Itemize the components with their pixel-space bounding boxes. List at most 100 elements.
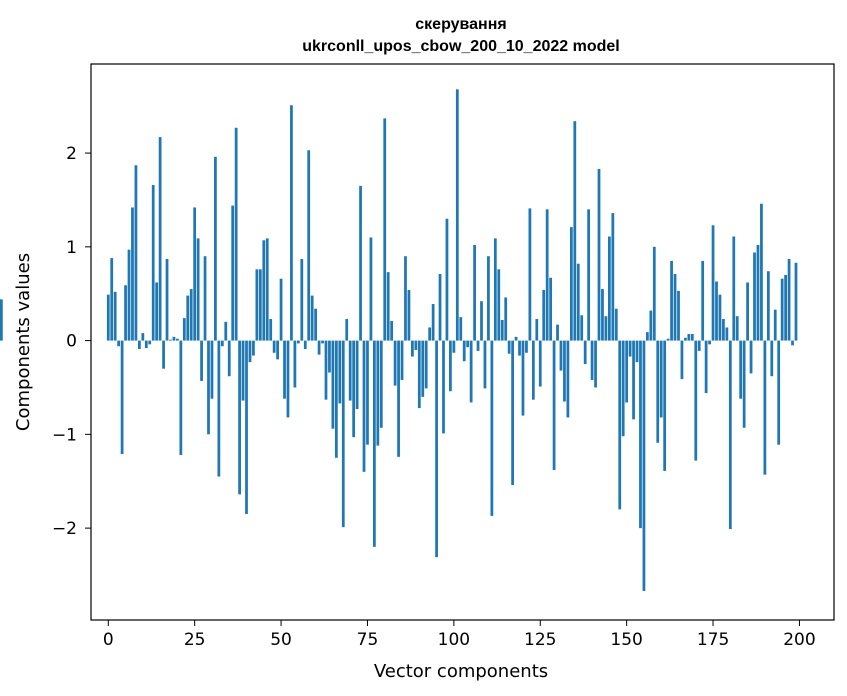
bar-130 [556,324,559,341]
bar-57 [303,340,307,350]
bar-50 [279,278,283,341]
y-axis-label: Components values [13,253,34,431]
bar-182 [735,316,739,341]
bar-26 [196,238,200,341]
bar-197 [787,259,791,341]
y-tick-label-2: 2 [66,144,77,164]
bar-28 [203,256,207,341]
bar-183 [739,340,743,399]
bar-82 [390,320,394,341]
bar-127 [545,209,549,341]
bar-0 [106,294,110,341]
bar-12 [148,340,152,345]
bar-142 [597,169,601,341]
bar-100 [452,340,456,353]
bar-180 [728,340,732,530]
bar-152 [632,340,635,420]
bar-103 [462,340,466,362]
bar-14 [155,282,159,341]
bar-165 [677,290,680,341]
bar-27 [200,340,203,381]
bar-126 [542,289,546,341]
x-tick-label-200: 200 [783,630,815,650]
bar-56 [300,259,304,341]
bar-72 [355,340,359,410]
bar-116 [507,340,511,354]
bar-136 [576,263,580,341]
bar-163 [670,260,673,341]
bar-40 [245,340,248,515]
bar-154 [639,340,642,529]
bar-105 [469,340,473,403]
bar-134 [569,227,573,341]
bar-109 [483,340,487,389]
bar-184 [742,340,746,428]
bar-61 [317,340,321,355]
bar-108 [480,301,483,341]
bar-59 [310,295,314,341]
bar-170 [694,340,698,461]
bar-124 [535,319,539,341]
bar-110 [487,256,490,341]
bar-13 [151,184,155,341]
bar-169 [690,334,694,341]
bar-42 [252,340,255,356]
bar-132 [563,340,566,402]
bar-133 [566,340,570,418]
bar-4 [120,340,124,455]
bar-53 [290,105,293,341]
bar-19 [172,336,176,341]
bar-49 [276,340,279,360]
bar-34 [224,321,228,341]
bar-39 [241,340,245,401]
bar-7 [131,207,134,341]
bar-43 [255,269,259,341]
bar-137 [580,315,584,341]
bar-10 [141,333,145,341]
x-tick-label-75: 75 [357,630,379,650]
bar-60 [314,308,318,341]
x-axis-ticks: 0 25 50 75 100 125 150 175 200 [103,620,816,650]
bar-45 [262,240,266,341]
bar-91 [421,340,425,397]
bar-16 [162,340,165,369]
bar-71 [352,340,356,438]
bar-21 [179,340,183,455]
bar-114 [500,319,504,341]
bar-20 [176,338,179,341]
bar-54 [293,340,297,388]
y-tick-label-0: 0 [66,332,77,352]
bar-162 [666,338,670,341]
bar-3 [117,340,121,347]
bar-63 [324,340,328,400]
bar-85 [400,340,404,380]
bar-120 [521,340,525,416]
bar-176 [715,281,718,341]
bar-171 [697,340,701,351]
bar-168 [687,334,691,341]
bar-179 [725,327,729,341]
bar-153 [635,340,639,363]
bar-107 [476,340,480,351]
bar-115 [504,297,508,341]
bar-47 [269,319,273,341]
bar-149 [621,340,625,437]
x-tick-label-150: 150 [610,630,642,650]
bar-151 [628,340,632,357]
bar-51 [283,340,286,399]
bar-23 [186,295,190,341]
bar-48 [272,340,276,353]
bar-123 [531,340,535,400]
x-tick-label-100: 100 [438,630,470,650]
bar-29 [207,340,210,435]
x-axis-label: Vector components [374,661,548,682]
bar-24 [189,289,193,341]
bar-190 [763,340,767,475]
bar-181 [732,236,736,341]
bar-30 [210,340,214,399]
bar-80 [383,118,387,341]
bar-18 [169,339,172,341]
chart-subtitle: ukrconll_upos_cbow_200_10_2022 model [302,38,619,55]
bar-87 [407,289,411,341]
bar-6 [127,249,131,341]
